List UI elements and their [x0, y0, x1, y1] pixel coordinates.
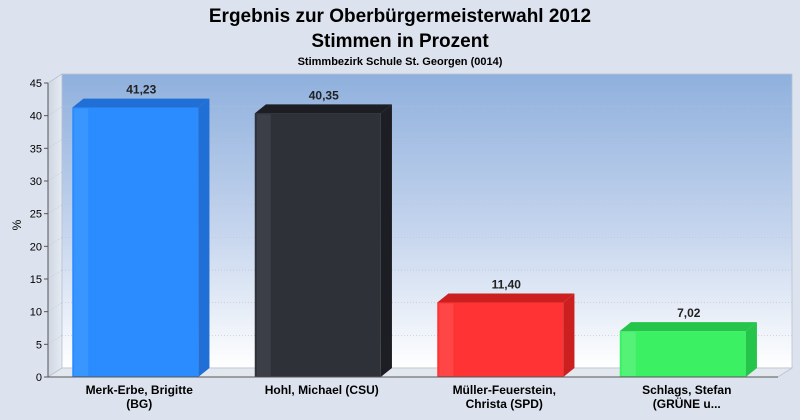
- y-tick-label: 0: [36, 372, 42, 384]
- chart-title: Ergebnis zur Oberbürgermeisterwahl 2012: [209, 6, 591, 27]
- bar-front: [437, 302, 564, 377]
- bar-highlight: [439, 303, 454, 376]
- x-tick-label: Schlags, Stefan: [642, 383, 731, 397]
- bar-top: [437, 293, 575, 303]
- value-label: 41,23: [126, 83, 156, 97]
- bar-top: [254, 104, 392, 114]
- bar-top: [619, 322, 757, 332]
- value-label: 40,35: [309, 88, 339, 102]
- bar: [254, 104, 392, 377]
- y-tick-label: 40: [30, 111, 42, 123]
- x-tick-label: Müller-Feuerstein,: [453, 383, 556, 397]
- bar-highlight: [256, 114, 271, 376]
- bar: [619, 322, 757, 377]
- x-tick-label: Hohl, Michael (CSU): [265, 383, 379, 397]
- x-tick-label: (BG): [126, 397, 152, 411]
- value-label: 7,02: [677, 306, 701, 320]
- bar-side: [380, 104, 392, 377]
- value-labels: 41,23 40,35 11,40 7,02: [126, 83, 701, 321]
- bar-side: [198, 98, 210, 377]
- bar-highlight: [74, 108, 89, 376]
- x-axis: Merk-Erbe, Brigitte(BG) Hohl, Michael (CS…: [48, 376, 778, 411]
- bar-side: [745, 322, 757, 377]
- x-tick-label: Merk-Erbe, Brigitte: [86, 383, 194, 397]
- bar-top: [72, 98, 210, 108]
- bar: [72, 98, 210, 377]
- bar-front: [619, 331, 746, 377]
- y-tick-label: 25: [30, 209, 42, 221]
- y-tick-label: 45: [30, 78, 42, 90]
- chart-title-line2: Stimmen in Prozent: [311, 31, 489, 52]
- x-tick-label: (GRÜNE u...: [653, 396, 721, 411]
- y-tick-label: 20: [30, 241, 42, 253]
- bar: [437, 293, 575, 377]
- bars: [72, 98, 757, 377]
- plot-left-wall: [47, 73, 63, 378]
- x-tick-label: Christa (SPD): [466, 397, 543, 411]
- bar-side: [563, 293, 575, 377]
- y-axis: 0 5 10 15 20 25 30 35 40 45: [30, 78, 49, 384]
- y-tick-label: 10: [30, 307, 42, 319]
- bar-highlight: [621, 332, 636, 376]
- y-tick-label: 15: [30, 274, 42, 286]
- value-label: 11,40: [492, 278, 522, 292]
- y-tick-label: 30: [30, 176, 42, 188]
- chart-subtitle: Stimmbezirk Schule St. Georgen (0014): [298, 56, 503, 68]
- bar-front: [254, 113, 381, 377]
- y-axis-label: %: [10, 219, 24, 230]
- bar-front: [72, 107, 199, 377]
- y-tick-label: 35: [30, 143, 42, 155]
- y-tick-label: 5: [36, 339, 42, 351]
